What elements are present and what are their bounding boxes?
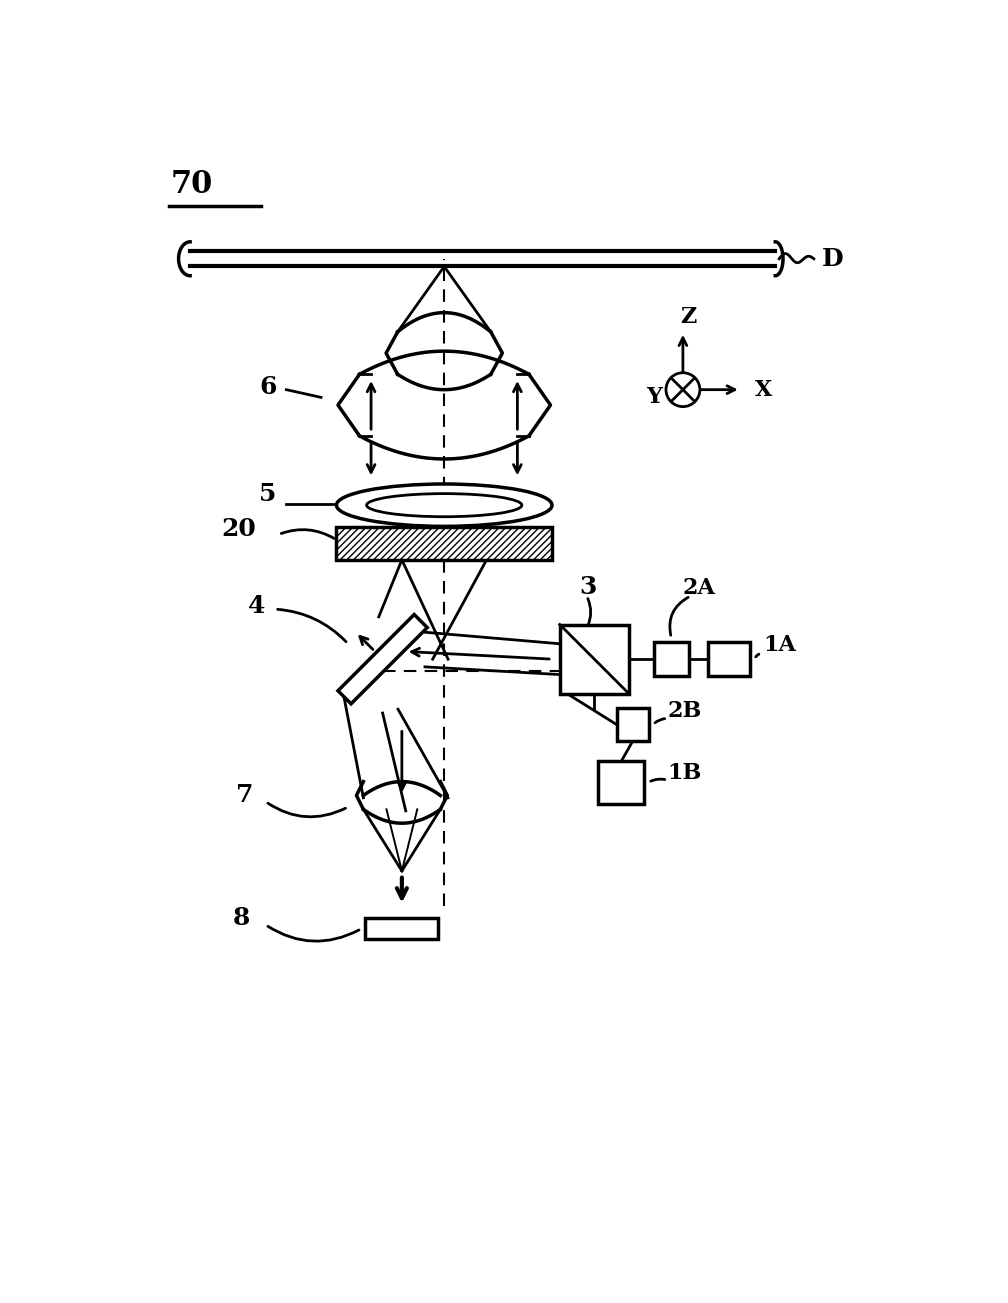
Ellipse shape [367,494,522,517]
Bar [598,761,644,804]
Bar [337,528,552,560]
Text: 2A: 2A [682,577,716,598]
Text: 4: 4 [248,594,265,618]
Text: D: D [822,246,843,271]
Text: 8: 8 [233,906,250,930]
Bar [708,642,750,676]
Circle shape [666,373,700,407]
Text: X: X [755,379,772,400]
Text: 1A: 1A [764,635,796,657]
Text: Y: Y [646,387,661,408]
Text: 2B: 2B [667,700,702,722]
Bar [654,642,688,676]
Bar [559,624,629,693]
Text: 3: 3 [579,575,597,598]
Text: 7: 7 [236,783,254,807]
Text: Z: Z [680,306,697,327]
Text: 5: 5 [259,482,277,507]
Polygon shape [338,615,427,704]
Text: 6: 6 [259,374,277,399]
Bar [365,917,438,939]
Bar [617,709,649,741]
Text: 20: 20 [221,517,256,541]
Ellipse shape [337,483,552,526]
Text: 70: 70 [171,169,213,201]
Text: 1B: 1B [667,761,702,783]
Bar [337,528,552,560]
